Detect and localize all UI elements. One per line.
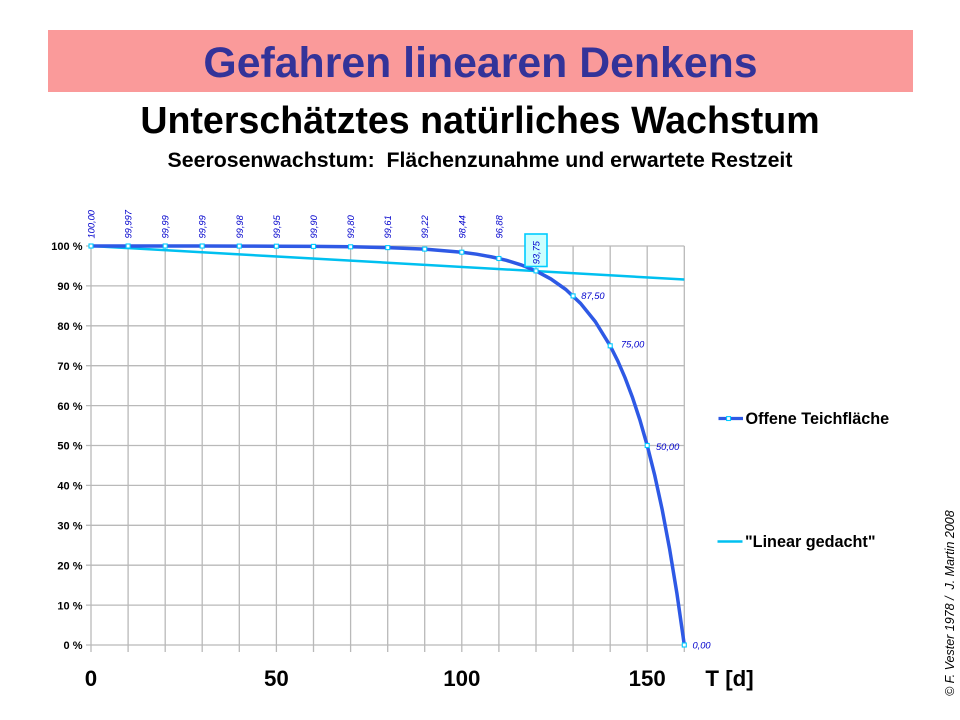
svg-text:30 %: 30 % [57,521,82,533]
svg-text:87,50: 87,50 [581,291,605,301]
svg-text:75,00: 75,00 [621,340,645,350]
svg-text:80 %: 80 % [57,321,82,333]
svg-text:99,61: 99,61 [383,215,393,238]
svg-text:50: 50 [264,666,289,691]
svg-text:99,99: 99,99 [198,215,208,238]
svg-text:50,00: 50,00 [656,442,680,452]
svg-text:99,80: 99,80 [346,214,356,238]
svg-text:0: 0 [85,666,97,691]
svg-text:99,98: 99,98 [235,214,245,238]
svg-text:99,997: 99,997 [124,209,134,238]
svg-text:50 %: 50 % [57,441,82,453]
svg-text:100 %: 100 % [51,241,82,253]
svg-text:150: 150 [629,666,666,691]
svg-text:"Linear gedacht": "Linear gedacht" [745,533,876,551]
svg-text:Offene Teichfläche: Offene Teichfläche [746,410,890,428]
svg-text:T [d]: T [d] [705,666,753,691]
svg-text:93,75: 93,75 [532,240,542,264]
svg-text:96,88: 96,88 [494,214,504,238]
svg-text:100,00: 100,00 [87,209,97,238]
svg-text:99,22: 99,22 [420,214,430,238]
svg-text:99,95: 99,95 [272,214,282,238]
svg-text:100: 100 [443,666,480,691]
svg-text:60 %: 60 % [57,401,82,413]
svg-text:0,00: 0,00 [693,641,712,651]
svg-text:90 %: 90 % [57,281,82,293]
svg-text:99,90: 99,90 [309,214,319,238]
svg-text:98,44: 98,44 [457,215,467,238]
svg-text:0 %: 0 % [64,640,83,652]
svg-text:10 %: 10 % [57,600,82,612]
svg-text:70 %: 70 % [57,361,82,373]
svg-text:© F. Vester 1978 / J. Martin: © F. Vester 1978 / J. Martin 2008 [943,510,957,696]
svg-text:40 %: 40 % [57,481,82,493]
svg-text:20 %: 20 % [57,560,82,572]
svg-text:99,99: 99,99 [161,215,171,238]
